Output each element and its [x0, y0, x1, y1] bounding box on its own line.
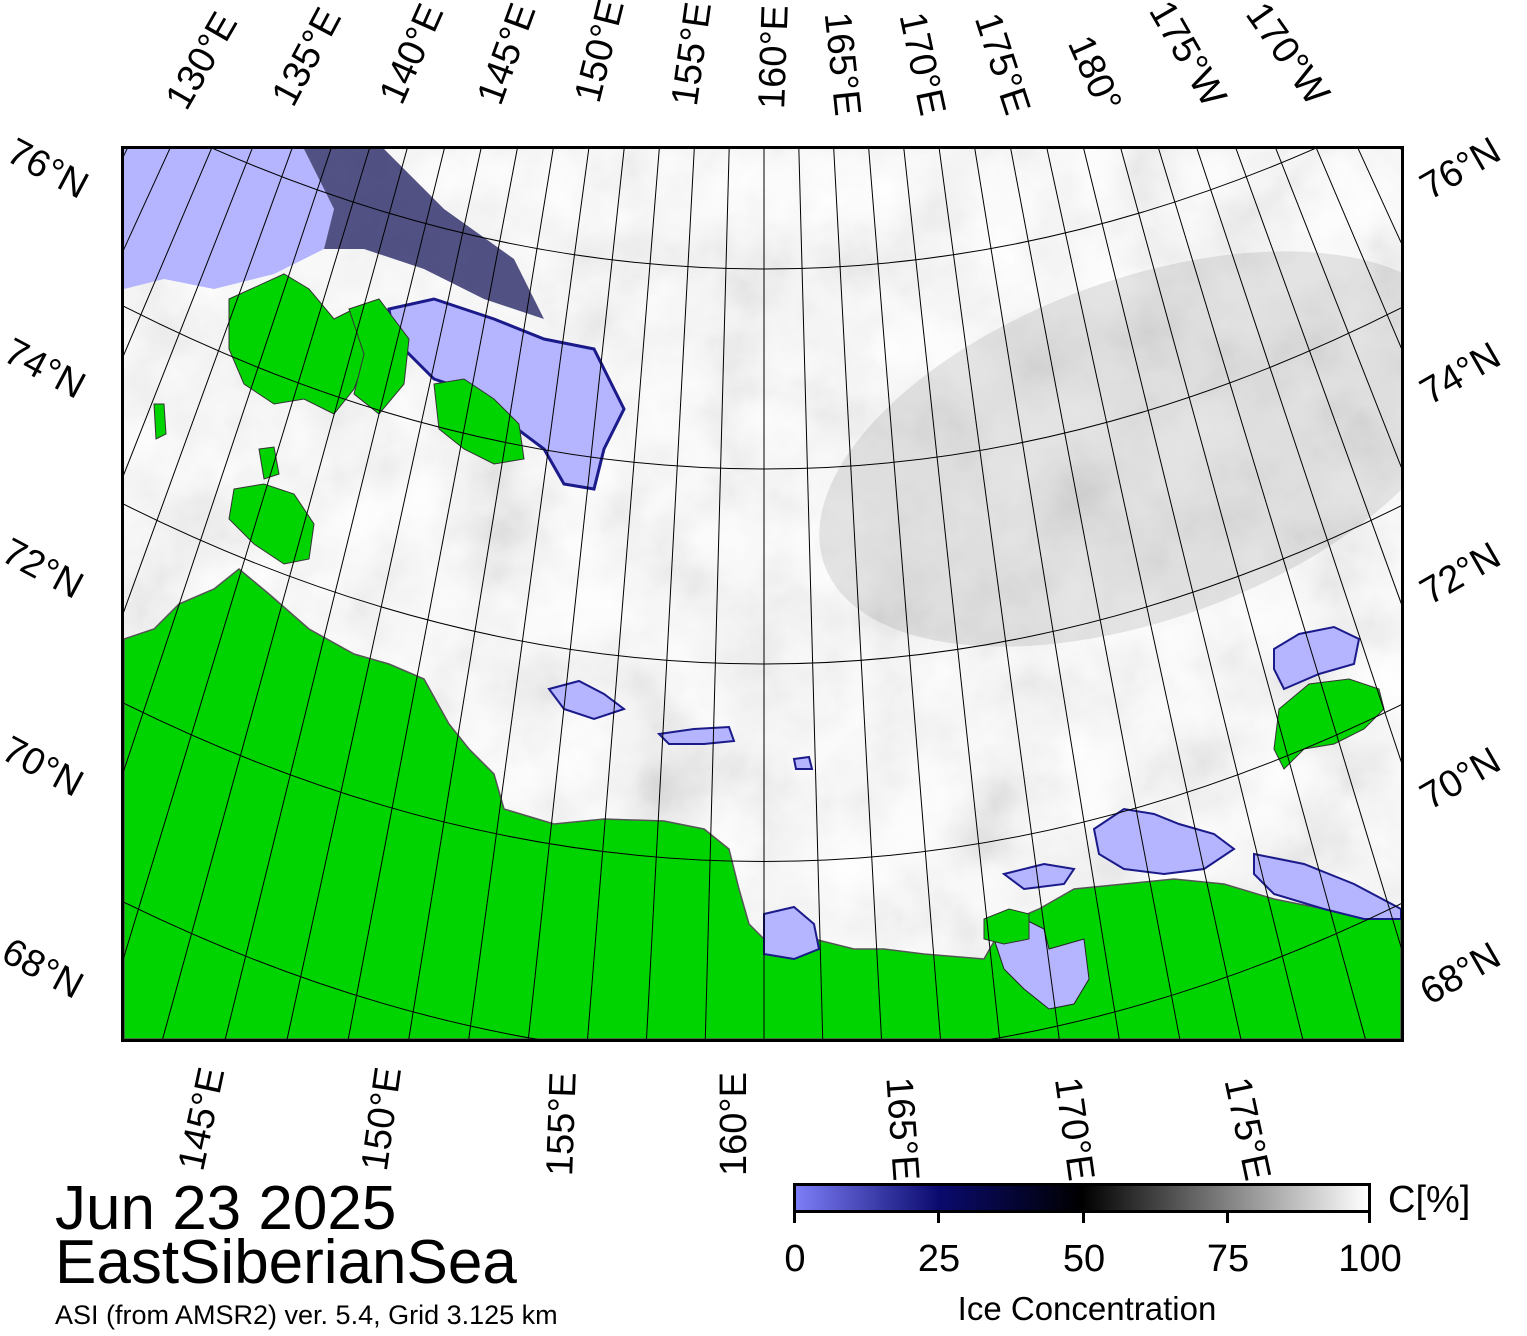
- land-small-island-2: [153, 403, 167, 440]
- land-new-siberia-island: [433, 378, 525, 465]
- meridian-line: [587, 149, 660, 1039]
- lon-label-top-170w: 170°W: [1237, 0, 1338, 113]
- lon-label-top-155e: 155°E: [663, 0, 721, 109]
- lon-label-top-135e: 135°E: [264, 1, 350, 113]
- colorbar-label-100: 100: [1338, 1238, 1402, 1280]
- lon-label-top-145e: 145°E: [469, 0, 545, 111]
- colorbar-label-75: 75: [1206, 1238, 1250, 1280]
- reduced-ice-band: [819, 251, 1401, 647]
- meridian-line: [468, 149, 590, 1039]
- colorbar-tick-0: [793, 1211, 796, 1223]
- date-title: Jun 23 2025: [55, 1174, 397, 1243]
- open-water-offshore-2: [656, 725, 736, 745]
- meridian-line: [1083, 149, 1304, 1039]
- colorbar-label-25: 25: [917, 1238, 961, 1280]
- open-water-laptev: [124, 149, 334, 289]
- land-wrangel-island: [1273, 678, 1385, 770]
- land-bolshoy-lyakhovsky: [228, 483, 315, 565]
- colorbar-tick-75: [1226, 1211, 1229, 1223]
- open-water-east-coast-2: [1001, 862, 1076, 891]
- lat-label-left-72n: 72°N: [0, 530, 90, 608]
- ice-concentration-map: [121, 146, 1404, 1042]
- colorbar-title: Ice Concentration: [957, 1290, 1217, 1327]
- lon-label-top-160e: 160°E: [751, 4, 797, 110]
- meridian-line: [798, 149, 824, 1039]
- land-faddeyevsky: [348, 298, 410, 415]
- colorbar-label-50: 50: [1062, 1238, 1106, 1280]
- lon-label-top-165e: 165°E: [815, 10, 869, 118]
- meridian-line: [704, 149, 730, 1039]
- lon-label-bottom-160e: 160°E: [712, 1072, 755, 1176]
- meridian-line: [162, 149, 408, 1039]
- meridian-line: [1158, 149, 1401, 949]
- colorbar-tick-50: [1082, 1211, 1085, 1223]
- lon-label-bottom-150e: 150°E: [353, 1064, 411, 1174]
- meridian-line: [1046, 149, 1242, 1039]
- lat-label-left-68n: 68°N: [0, 930, 90, 1008]
- lat-label-right-72n: 72°N: [1413, 534, 1508, 614]
- lon-label-top-130e: 130°E: [157, 5, 247, 117]
- colorbar-label-0: 0: [784, 1238, 806, 1280]
- lon-label-bottom-175e: 175°E: [1215, 1073, 1279, 1185]
- meridian-line: [1196, 149, 1401, 763]
- lat-label-left-70n: 70°N: [0, 728, 90, 806]
- region-title: EastSiberianSea: [55, 1228, 517, 1297]
- meridian-line: [646, 149, 695, 1039]
- lat-label-right-74n: 74°N: [1413, 334, 1508, 414]
- lat-label-left-76n: 76°N: [0, 130, 95, 208]
- lat-label-right-70n: 70°N: [1413, 739, 1508, 819]
- colorbar-tick-100: [1368, 1211, 1371, 1223]
- land-kotelny-island: [228, 273, 370, 415]
- meridian-line: [408, 149, 554, 1039]
- meridian-line: [938, 149, 1060, 1039]
- lat-label-right-68n: 68°N: [1413, 934, 1508, 1014]
- colorbar-unit: C[%]: [1388, 1179, 1471, 1221]
- lon-label-bottom-165e: 165°E: [877, 1075, 927, 1183]
- meridian-line: [974, 149, 1120, 1039]
- lon-label-top-180: 180°: [1059, 29, 1130, 119]
- product-subtitle: ASI (from AMSR2) ver. 5.4, Grid 3.125 km: [55, 1300, 558, 1330]
- open-water-wrangel: [1273, 625, 1361, 691]
- lon-label-top-140e: 140°E: [371, 0, 453, 111]
- lon-label-top-175e: 175°E: [965, 8, 1039, 120]
- lat-label-left-74n: 74°N: [0, 330, 92, 408]
- open-water-polynya: [387, 297, 626, 491]
- ice-edge-laptev: [304, 149, 544, 319]
- ice-concentration-colorbar: [793, 1183, 1371, 1213]
- lon-label-top-170e: 170°E: [890, 8, 954, 120]
- open-water-east-coast-3: [1253, 852, 1401, 920]
- lon-label-top-175w: 175°W: [1140, 0, 1235, 115]
- lon-label-bottom-155e: 155°E: [539, 1071, 585, 1177]
- open-water-east-coast-1: [1092, 807, 1236, 876]
- colorbar-tick-25: [937, 1211, 940, 1223]
- meridian-line: [124, 149, 332, 772]
- meridian-line: [1010, 149, 1181, 1039]
- open-water-offshore-3: [792, 755, 814, 770]
- lon-label-bottom-145e: 145°E: [170, 1063, 234, 1175]
- meridian-line: [833, 149, 882, 1039]
- land-siberian-mainland: [124, 568, 1401, 1039]
- land-ayon-island: [983, 908, 1030, 945]
- meridian-line: [347, 149, 518, 1039]
- meridian-line: [286, 149, 482, 1039]
- lat-label-right-76n: 76°N: [1413, 129, 1508, 209]
- meridians: [124, 149, 1401, 1039]
- meridian-line: [1120, 149, 1366, 1039]
- meridian-line: [868, 149, 941, 1039]
- meridian-line: [903, 149, 1001, 1039]
- meridian-line: [527, 149, 625, 1039]
- lon-label-bottom-170e: 170°E: [1045, 1074, 1103, 1184]
- meridian-line: [124, 149, 370, 959]
- lon-label-top-150e: 150°E: [567, 0, 633, 107]
- land-small-island-1: [258, 446, 280, 480]
- meridian-line: [224, 149, 445, 1039]
